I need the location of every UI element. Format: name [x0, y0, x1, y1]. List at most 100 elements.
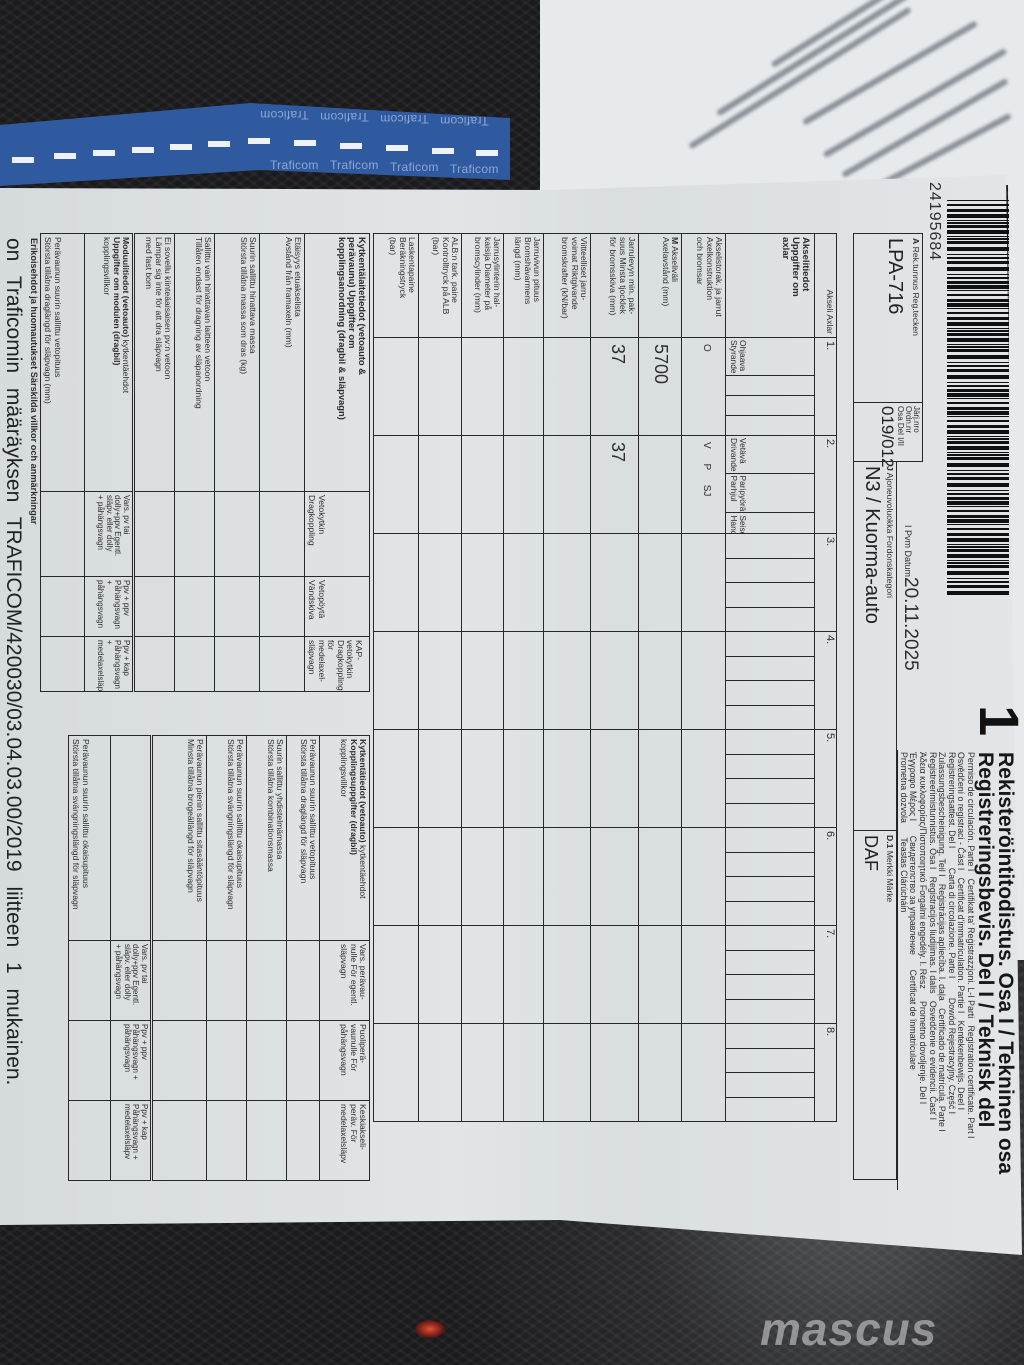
table-cell — [152, 1020, 207, 1101]
barcode-bar — [947, 438, 1009, 440]
barcode-bar — [947, 349, 1009, 352]
barcode-bar — [947, 524, 1009, 525]
date-value: 20.11.2025 — [900, 577, 921, 671]
banner-text: Traficom — [440, 114, 489, 128]
barcode-bar — [947, 398, 1009, 399]
barcode-bar — [947, 303, 1009, 307]
registration-field: A Rek.tunnus Reg.tecken LPA-716 — [853, 233, 923, 403]
coupling-device-row-label: Sallittu vain hinattavan laitteen vetoon… — [174, 233, 215, 492]
make-field: D.1 Merkki Märke DAF — [853, 830, 897, 1180]
axle-attribute — [726, 949, 814, 974]
translation-line: Registreerimistunnistus. Osa I Registrac… — [927, 752, 938, 1121]
axle-table: Akseli Axlar 1. 2. 3. 4. 5. 6. 7. 8. Akselitiedot… — [373, 233, 837, 1122]
barcode-bar — [947, 441, 1009, 444]
axle-value — [418, 925, 462, 1024]
serial-number: 24195684 — [926, 182, 943, 262]
barcode-bar — [947, 214, 1009, 218]
axle-data-row: Laskentapaine Beräkningstryck (bar) — [373, 233, 419, 1122]
mascus-watermark-logo: mascus — [760, 1303, 938, 1355]
barcode-bar — [947, 220, 1009, 221]
barcode-bar — [947, 375, 1009, 379]
axle-number: 1. — [814, 337, 837, 436]
barcode-bar — [947, 254, 1009, 255]
registration-label: Rek.tunnus Reg.tecken — [911, 246, 921, 336]
banner-text: Traficom — [390, 160, 439, 174]
table-cell — [68, 1020, 111, 1101]
axle-value — [638, 729, 682, 828]
axle-data-row: M Akseliväli Axelavstånd (mm) 5700 — [638, 233, 682, 1122]
axle-attribute — [726, 753, 814, 778]
axle-attributes-cell — [725, 1023, 815, 1122]
translation-line: Permiso de circulación. Parte I Certifik… — [966, 752, 976, 1139]
barcode-bar — [947, 204, 1009, 206]
axle-attribute — [726, 534, 814, 558]
axle-row-label: ALB:n tark. paine Kontrolltryck på ALB (… — [418, 233, 462, 338]
barcode-bar — [947, 382, 1009, 383]
barcode-bar — [947, 454, 1009, 456]
barcode-bar — [947, 477, 1009, 480]
axle-value — [418, 827, 462, 926]
axle-value — [503, 827, 544, 926]
translation-line: Άδεια κυκλοφορίας/Πιστοποιητικό Forgalmi… — [918, 752, 929, 1105]
module-data-column: Vars. pv tai dolly+ppv Egentl. släpv. el… — [84, 491, 133, 577]
barcode-bar — [947, 277, 1009, 279]
axle-row-label: Laskentapaine Beräkningstryck (bar) — [373, 233, 419, 338]
barcode-bar — [947, 200, 1009, 201]
banner-text: Traficom — [330, 158, 379, 172]
barcode-bar — [947, 209, 1009, 212]
remarks-label: Erikoisehdot ja huomautukset Särskilda v… — [29, 238, 39, 525]
axle-attribute — [726, 557, 814, 582]
barcode-bar — [947, 362, 1009, 363]
coupling-conditions-lower-column: Ppv + kap Påhängsvagn + medelaxelsläpv — [110, 1100, 151, 1181]
coupling-conditions-lower-row-label: Perävaunun suurin sallittu okaisupituus … — [68, 735, 111, 941]
axle-attribute — [726, 1047, 814, 1072]
axle-subcells — [726, 828, 814, 925]
barcode-bar — [947, 312, 1009, 314]
axle-value — [543, 925, 591, 1024]
background-light — [415, 1320, 445, 1338]
axle-value — [373, 337, 419, 436]
barcode-bar — [947, 585, 1009, 588]
axle-attribute: Ohjaava Styrande — [729, 340, 749, 374]
barcode-bar — [947, 430, 1009, 434]
axle-attributes-cell — [725, 729, 815, 828]
axle-subcells — [726, 534, 814, 631]
axle-value — [418, 1023, 462, 1122]
axle-value — [461, 631, 504, 730]
axle-attribute — [726, 876, 814, 901]
banner-text: Traficom — [320, 110, 369, 124]
barcode-bar — [947, 407, 1009, 410]
axle-attribute — [726, 926, 814, 950]
axle-value — [373, 631, 419, 730]
table-cell — [286, 1020, 320, 1101]
table-cell — [68, 1100, 111, 1181]
table-cell — [286, 940, 320, 1021]
axle-subcells — [726, 926, 814, 1023]
translation-line: Prometna dozvola Teastas Clárúcháin — [898, 752, 909, 913]
axle-number: 5. — [814, 729, 837, 828]
axle-value — [590, 729, 639, 828]
barcode-bar — [947, 238, 1009, 240]
axle-value — [543, 827, 591, 926]
axle-row-label: Viitteelliset jarru- voimat Riktgivande … — [543, 233, 591, 338]
axle-attribute — [726, 828, 814, 852]
barcode-bar — [947, 457, 1009, 460]
axle-value — [461, 435, 504, 534]
table-cell — [206, 940, 247, 1021]
barcode-bar — [947, 285, 1009, 289]
module-data-column: Ppv + kap Påhängsvagn + medelaxelsläpv — [84, 636, 133, 692]
axle-value: 5700 — [638, 337, 682, 436]
axle-attribute — [726, 730, 814, 754]
axle-row-label: M Akseliväli Axelavstånd (mm) — [638, 233, 682, 338]
axle-number: 2. — [814, 435, 837, 534]
axle-row-label: Akselistorak. ja jarrut Axelkonstruktion… — [681, 233, 726, 338]
barcode-bar — [947, 230, 1009, 234]
barcode-bar — [947, 538, 1009, 542]
axle-value — [373, 925, 419, 1024]
axle-value — [503, 631, 544, 730]
axle-attribute: Paripyörä Parhjul — [726, 472, 814, 513]
barcode-bar — [947, 562, 1009, 564]
axle-row-label-text: Jarruvivun pituus Bromshävarmens längd (… — [513, 237, 542, 305]
coupling-conditions-lower-table: Vars. pv tai dolly+ppv Egentl. släpv. el… — [68, 735, 151, 1181]
axle-value — [461, 337, 504, 436]
